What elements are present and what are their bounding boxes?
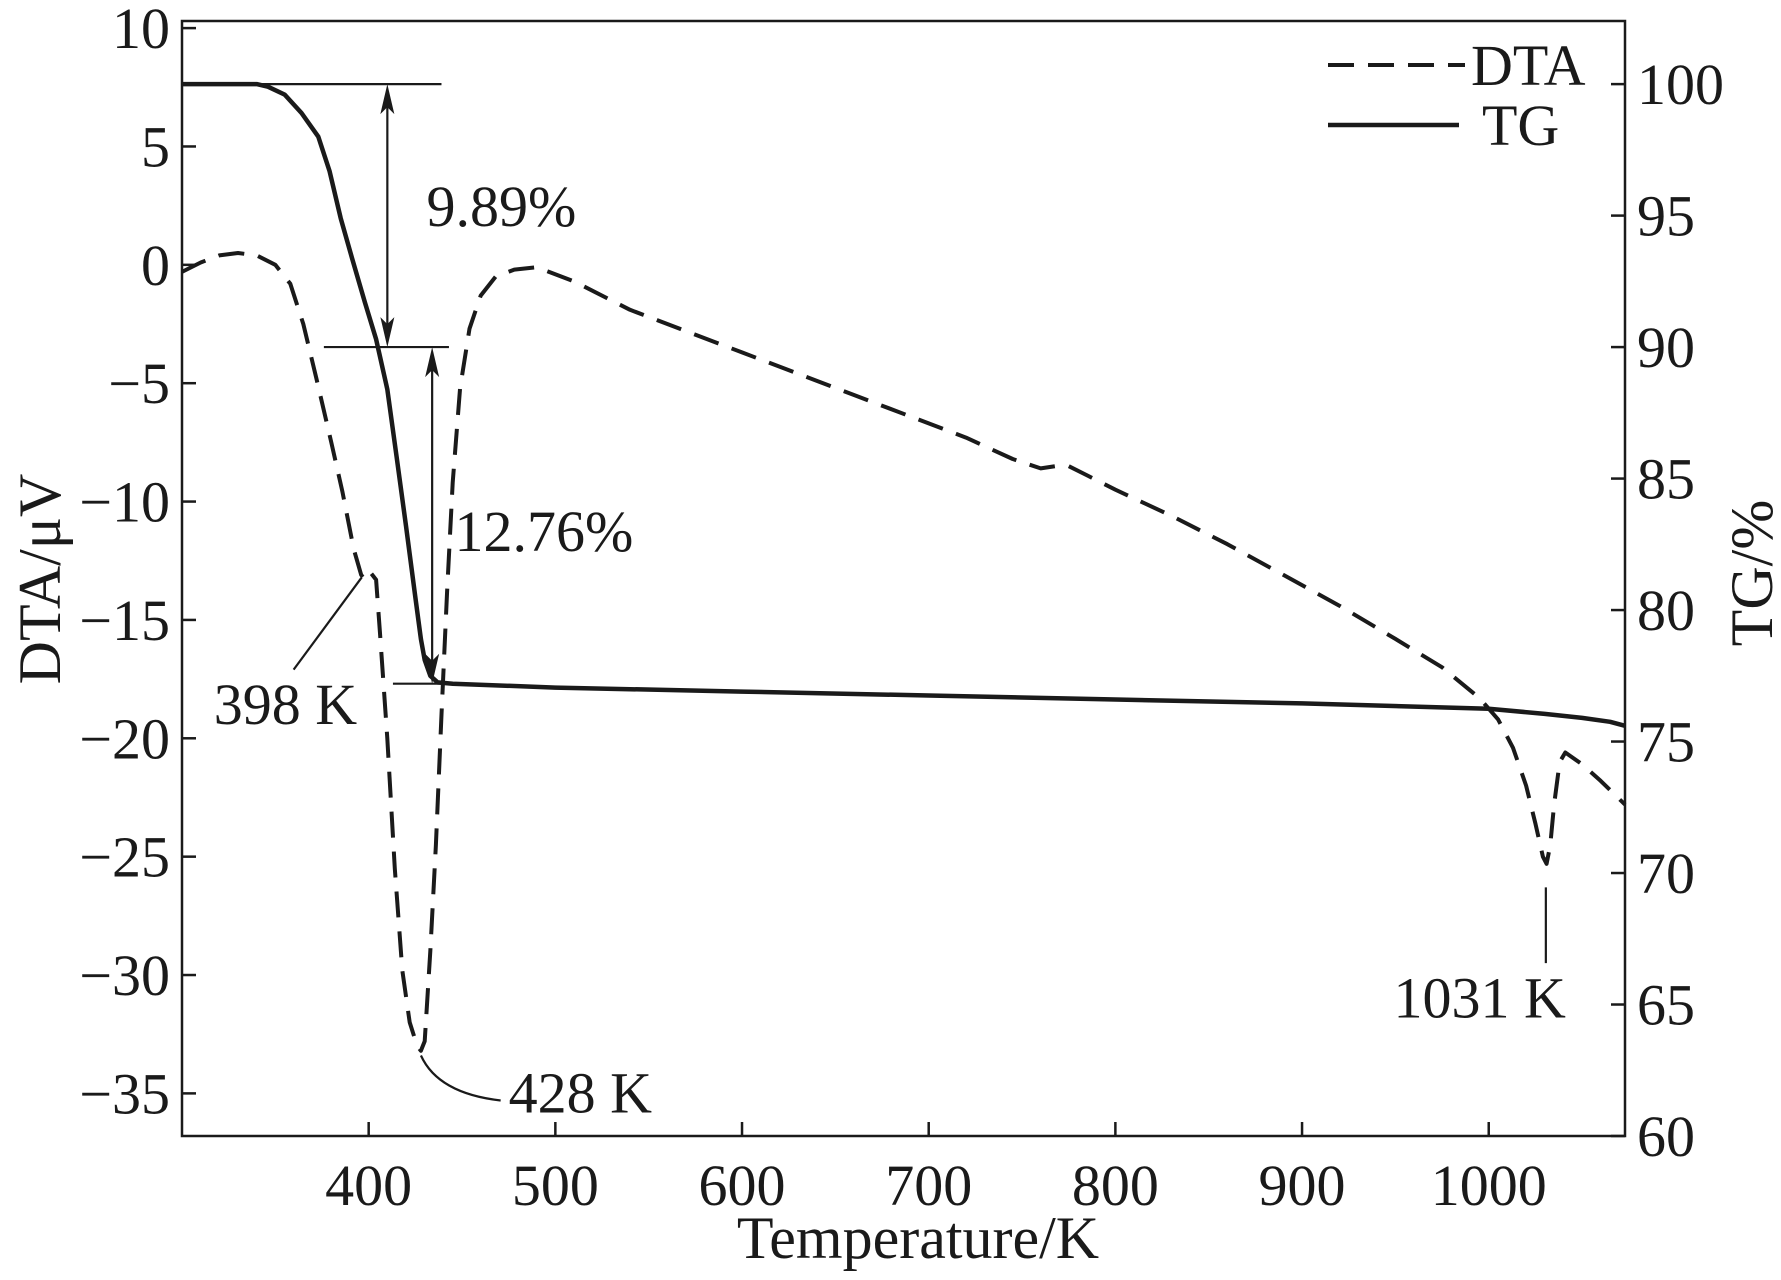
dta-tick-label: 0 (141, 233, 170, 298)
peak-428-leader (419, 1055, 501, 1102)
tg-tick-label: 90 (1637, 315, 1695, 380)
mass-loss-2-arrow-head-down (425, 653, 440, 684)
legend-dta-label: DTA (1471, 33, 1586, 98)
dta-tick-label: 10 (112, 0, 170, 61)
dta-tick-label: −35 (79, 1061, 170, 1126)
x-tick-label: 800 (1072, 1153, 1159, 1218)
tg-series-line (182, 81, 1626, 728)
mass-loss-1-arrow-head-down (380, 317, 395, 348)
tg-tick-label: 70 (1637, 841, 1695, 906)
tg-tick-label: 60 (1637, 1104, 1695, 1169)
peak-398-label: 398 K (214, 672, 358, 737)
x-tick-label: 900 (1259, 1153, 1346, 1218)
x-tick-label: 1000 (1431, 1153, 1547, 1218)
tg-tick-label: 100 (1637, 52, 1724, 117)
plot-frame (180, 19, 1627, 1138)
tg-tick-label: 75 (1637, 710, 1695, 775)
tg-tick-label: 65 (1637, 973, 1695, 1038)
dta-tick-label: −5 (108, 351, 170, 416)
x-tick-label: 400 (325, 1153, 412, 1218)
mass-loss-1-label: 9.89% (427, 174, 577, 239)
dta-tick-label: −30 (79, 943, 170, 1008)
legend: DTA TG (1328, 33, 1586, 158)
annotations: 9.89% 12.76% 398 K 428 K 1031 K (182, 83, 1567, 1125)
peak-1031-label: 1031 K (1394, 966, 1567, 1031)
dta-tick-label: −15 (79, 588, 170, 653)
dta-tick-label: −20 (79, 706, 170, 771)
dta-tick-label: −10 (79, 470, 170, 535)
dta-tick-label: 5 (141, 114, 170, 179)
x-axis-title: Temperature/K (737, 1205, 1099, 1271)
mass-loss-1-arrow-head-up (380, 84, 395, 115)
y-axis-title-tg: TG/% (1719, 500, 1781, 647)
y-axis-title-dta: DTA/μV (7, 474, 73, 685)
tg-tick-label: 85 (1637, 447, 1695, 512)
legend-tg-label: TG (1482, 93, 1559, 158)
tg-tick-label: 95 (1637, 184, 1695, 249)
mass-loss-2-label: 12.76% (455, 499, 634, 564)
dta-series-line (181, 251, 1627, 1053)
dta-tick-label: −25 (79, 825, 170, 890)
tg-tick-label: 80 (1637, 578, 1695, 643)
axis-ticks: 400 500 600 700 800 900 1000 10 5 0 −5 −10 −15 −20 −25… (79, 0, 1724, 1218)
x-tick-label: 600 (699, 1153, 786, 1218)
x-tick-label: 500 (512, 1153, 599, 1218)
peak-398-leader (292, 576, 363, 671)
x-tick-label: 700 (885, 1153, 972, 1218)
mass-loss-2-arrow-head-up (425, 347, 440, 378)
peak-428-label: 428 K (509, 1060, 653, 1125)
